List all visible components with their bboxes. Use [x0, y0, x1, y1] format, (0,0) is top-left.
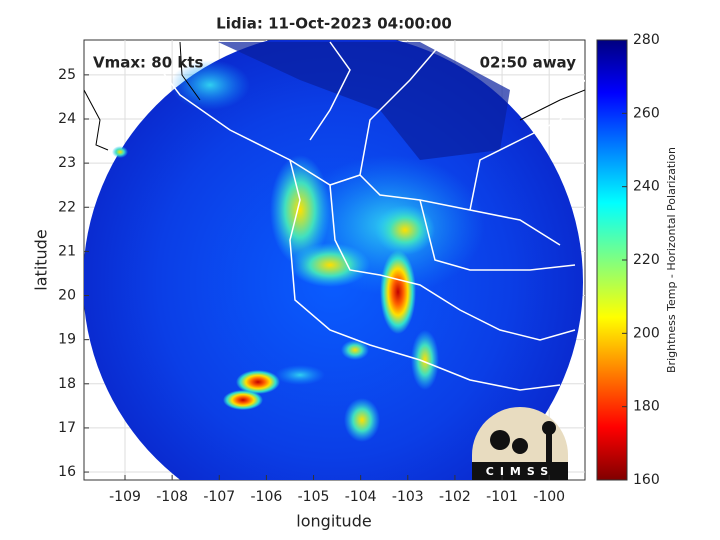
colorbar-tick-label: 260	[633, 105, 660, 121]
y-tick-label: 19	[58, 332, 76, 348]
y-tick-label: 25	[58, 67, 76, 83]
colorbar-tick-label: 160	[633, 472, 660, 488]
logo-text: CIMSS	[486, 465, 554, 478]
y-axis-label: latitude	[32, 229, 51, 290]
colorbar-tick-label: 200	[633, 325, 660, 341]
annotation: Vmax: 80 kts	[93, 54, 203, 72]
y-tick-label: 21	[58, 243, 76, 259]
imagery	[84, 40, 585, 480]
colorbar-tick-label: 280	[633, 32, 660, 48]
x-tick-label: -103	[392, 489, 424, 505]
colorbar-label: Brightness Temp - Horizontal Polarizatio…	[665, 147, 678, 373]
x-tick-label: -108	[156, 489, 188, 505]
x-tick-label: -107	[203, 489, 235, 505]
y-tick-label: 24	[58, 111, 76, 127]
y-tick-label: 20	[58, 288, 76, 304]
y-tick-label: 22	[58, 199, 76, 215]
x-tick-label: -100	[533, 489, 565, 505]
x-tick-label: -102	[439, 489, 471, 505]
colorbar-tick-label: 240	[633, 179, 660, 195]
colorbar-tick-label: 180	[633, 399, 660, 415]
x-tick-label: -109	[109, 489, 141, 505]
y-tick-label: 17	[58, 420, 76, 436]
x-axis-label: longitude	[296, 512, 371, 531]
colorbar-tick-label: 220	[633, 252, 660, 268]
x-tick-label: -104	[345, 489, 377, 505]
x-tick-label: -106	[251, 489, 283, 505]
y-tick-label: 18	[58, 376, 76, 392]
cimss-logo: CIMSS	[472, 407, 568, 480]
x-tick-label: -105	[298, 489, 330, 505]
y-tick-label: 23	[58, 155, 76, 171]
chart-title: Lidia: 11-Oct-2023 04:00:00	[216, 15, 452, 33]
y-tick-label: 16	[58, 464, 76, 480]
x-tick-label: -101	[486, 489, 518, 505]
annotation: 02:50 away	[480, 54, 577, 72]
